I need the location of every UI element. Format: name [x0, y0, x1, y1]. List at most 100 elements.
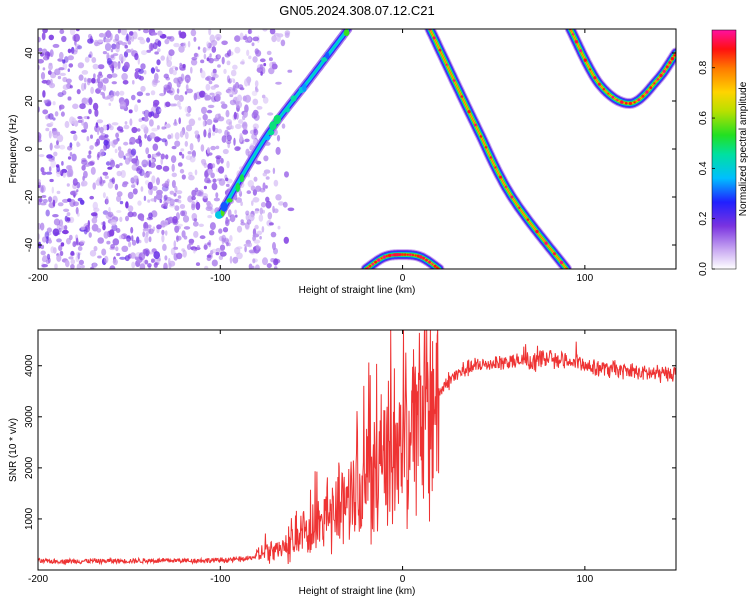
- noise-blob: [248, 29, 251, 34]
- noise-blob: [186, 105, 192, 114]
- band-core-dot: [409, 253, 412, 257]
- noise-blob: [83, 121, 89, 130]
- noise-blob: [39, 184, 46, 193]
- noise-blob: [224, 129, 229, 138]
- noise-blob: [212, 74, 219, 79]
- noise-blob: [129, 118, 133, 126]
- noise-blob: [185, 84, 189, 91]
- noise-blob: [46, 102, 52, 107]
- noise-blob: [75, 29, 80, 32]
- noise-blob: [159, 93, 165, 97]
- noise-blob: [229, 235, 233, 242]
- noise-blob: [267, 112, 274, 116]
- band-core-dot: [553, 252, 556, 256]
- band-core-dot: [436, 266, 439, 269]
- noise-blob: [109, 125, 114, 131]
- noise-blob: [222, 227, 229, 233]
- band-core-dot: [366, 266, 369, 269]
- noise-blob: [67, 96, 72, 101]
- noise-blob: [223, 237, 230, 244]
- noise-blob: [157, 40, 162, 47]
- noise-blob: [183, 235, 188, 240]
- noise-blob: [229, 214, 236, 223]
- band-core-dot: [376, 258, 381, 262]
- noise-blob: [97, 64, 105, 70]
- noise-blob: [253, 176, 258, 182]
- noise-blob: [42, 255, 48, 261]
- band-core-dot: [390, 253, 394, 257]
- noise-blob: [54, 111, 59, 117]
- noise-blob: [159, 199, 163, 203]
- noise-blob: [112, 258, 118, 266]
- band-core-dot: [589, 68, 592, 71]
- figure-title: GN05.2024.308.07.12.C21: [279, 3, 434, 18]
- noise-blob: [128, 109, 133, 114]
- noise-blob: [119, 200, 124, 205]
- band-core-dot: [662, 69, 666, 73]
- noise-blob: [151, 258, 155, 263]
- noise-blob: [253, 210, 259, 214]
- y-tick-label: 1000: [24, 507, 35, 530]
- y-tick-label: 20: [24, 95, 35, 107]
- noise-blob: [119, 101, 127, 110]
- noise-blob: [183, 226, 191, 230]
- noise-blob: [225, 177, 229, 182]
- y-tick-label: 40: [24, 47, 35, 59]
- noise-blob: [210, 145, 216, 151]
- noise-blob: [143, 116, 149, 122]
- noise-blob: [51, 186, 54, 194]
- noise-blob: [87, 116, 90, 120]
- noise-blob: [91, 217, 98, 224]
- noise-blob: [223, 68, 227, 74]
- noise-blob: [132, 188, 138, 195]
- noise-blob: [271, 35, 277, 43]
- noise-blob: [115, 44, 120, 53]
- noise-blob: [215, 192, 219, 199]
- noise-blob: [58, 67, 65, 71]
- band-core-dot: [403, 253, 407, 256]
- colorbar-gradient: [711, 29, 737, 270]
- noise-blob: [83, 77, 87, 83]
- noise-blob: [142, 163, 147, 168]
- noise-blob: [97, 237, 104, 244]
- noise-blob: [184, 74, 191, 83]
- noise-blob: [161, 234, 165, 243]
- noise-blob: [154, 136, 161, 143]
- noise-blob: [180, 73, 185, 82]
- noise-blob: [275, 146, 281, 155]
- band-core-dot: [398, 253, 402, 257]
- noise-blob: [57, 92, 64, 98]
- noise-blob: [84, 56, 90, 63]
- noise-blob: [67, 55, 75, 61]
- noise-blob: [176, 252, 183, 260]
- band-spot: [239, 174, 245, 183]
- noise-blob: [239, 132, 243, 140]
- noise-blob: [186, 78, 189, 84]
- noise-blob: [144, 259, 149, 265]
- noise-blob: [203, 129, 207, 138]
- noise-blob: [208, 57, 214, 64]
- noise-blob: [206, 254, 212, 258]
- noise-blob: [228, 78, 232, 84]
- noise-blob: [96, 138, 100, 146]
- noise-blob: [221, 237, 225, 244]
- noise-blob: [52, 247, 57, 254]
- noise-blob: [42, 29, 48, 34]
- noise-blob: [212, 132, 215, 136]
- noise-blob: [81, 118, 84, 126]
- noise-blob: [152, 185, 158, 191]
- noise-blob: [136, 236, 140, 244]
- noise-blob: [40, 222, 45, 231]
- noise-blob: [271, 63, 278, 70]
- noise-blob: [102, 192, 106, 199]
- noise-blob: [161, 229, 165, 235]
- noise-blob: [148, 236, 152, 243]
- noise-blob: [106, 57, 112, 66]
- noise-blob: [211, 259, 218, 267]
- noise-blob: [132, 31, 138, 40]
- noise-blob: [142, 228, 150, 232]
- noise-blob: [221, 103, 228, 109]
- noise-blob: [160, 153, 165, 160]
- noise-blob: [89, 145, 94, 150]
- noise-blob: [69, 85, 73, 89]
